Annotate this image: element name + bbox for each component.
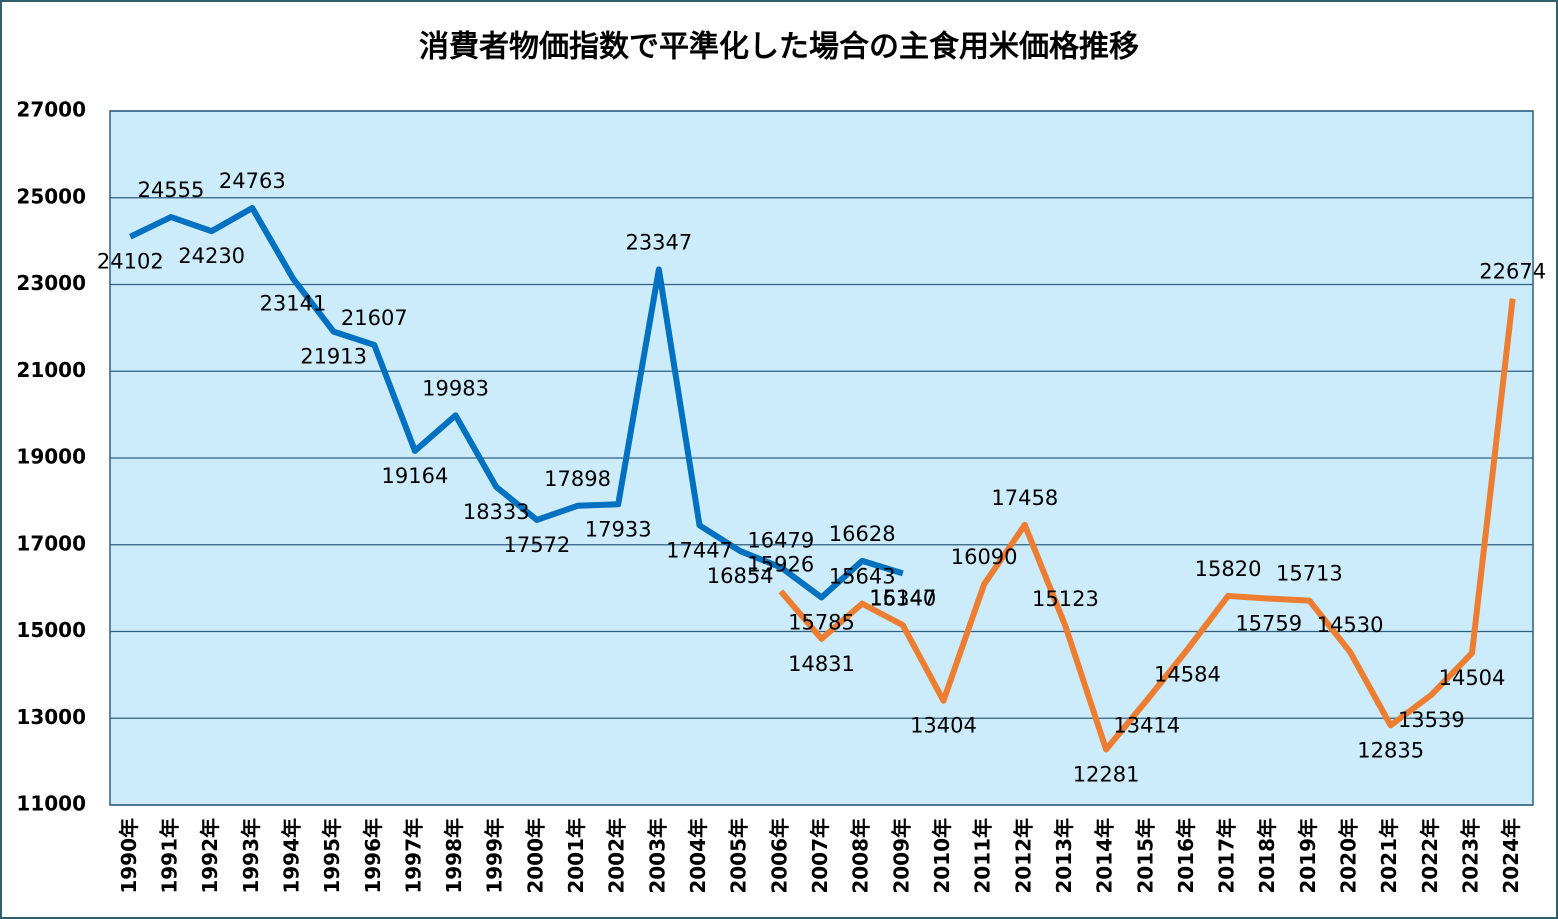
data-label: 24102 [97, 250, 164, 274]
line-series [778, 298, 1516, 753]
x-tick-label: 1997年 [401, 818, 425, 894]
x-tick-label: 1991年 [157, 818, 181, 894]
x-tick-label: 2002年 [605, 818, 629, 894]
x-tick-label: 2012年 [1011, 818, 1035, 894]
data-label: 21913 [300, 345, 367, 369]
data-label: 16340 [869, 586, 936, 610]
x-tick-label: 1992年 [198, 818, 222, 894]
data-label: 24230 [178, 244, 245, 268]
data-label: 17572 [503, 533, 570, 557]
x-tick-label: 2020年 [1337, 818, 1361, 894]
x-tick-label: 2009年 [889, 818, 913, 894]
x-tick-label: 2013年 [1052, 818, 1076, 894]
data-label: 14584 [1154, 663, 1221, 687]
x-tick-label: 2008年 [849, 818, 873, 894]
x-tick-label: 2023年 [1459, 818, 1483, 894]
x-tick-label: 1990年 [117, 818, 141, 894]
x-tick-label: 1999年 [483, 818, 507, 894]
data-label: 13539 [1398, 708, 1465, 732]
data-label: 21607 [341, 306, 408, 330]
x-tick-label: 2007年 [808, 818, 832, 894]
data-label: 15147 [869, 586, 936, 610]
data-label: 17898 [544, 467, 611, 491]
x-tick-label: 2019年 [1296, 818, 1320, 894]
data-label: 16479 [747, 528, 814, 552]
data-label: 18333 [463, 500, 530, 524]
x-tick-label: 2022年 [1418, 818, 1442, 894]
x-tick-label: 2021年 [1377, 818, 1401, 894]
data-label: 24763 [219, 169, 286, 193]
y-tick-label: 27000 [16, 98, 86, 122]
data-label: 14530 [1317, 613, 1384, 637]
x-tick-label: 2003年 [645, 818, 669, 894]
y-tick-label: 11000 [16, 792, 86, 816]
y-tick-label: 21000 [16, 358, 86, 382]
data-label: 24555 [138, 178, 205, 202]
y-tick-label: 13000 [16, 705, 86, 729]
data-label: 12835 [1357, 738, 1424, 762]
line-series [129, 205, 904, 601]
data-label: 14831 [788, 652, 855, 676]
chart-title: 消費者物価指数で平準化した場合の主食用米価格推移 [419, 30, 1139, 65]
x-tick-label: 2004年 [686, 818, 710, 894]
data-label: 23141 [260, 291, 327, 315]
data-label: 23347 [625, 230, 692, 254]
data-label: 17933 [585, 517, 652, 541]
x-tick-label: 2000年 [523, 818, 547, 894]
data-label: 15643 [829, 565, 896, 589]
data-label: 15759 [1235, 612, 1302, 636]
x-tick-label: 2015年 [1133, 818, 1157, 894]
x-tick-label: 1995年 [320, 818, 344, 894]
x-tick-label: 2017年 [1215, 818, 1239, 894]
x-tick-label: 1993年 [239, 818, 263, 894]
data-label: 13414 [1113, 713, 1180, 737]
data-label: 16854 [707, 564, 774, 588]
data-label: 15785 [788, 610, 855, 634]
x-tick-label: 2005年 [727, 818, 751, 894]
data-label: 17458 [991, 486, 1058, 510]
x-tick-label: 2010年 [930, 818, 954, 894]
x-tick-label: 2011年 [971, 818, 995, 894]
x-tick-label: 2006年 [767, 818, 791, 894]
data-label: 19983 [422, 376, 489, 400]
y-tick-label: 17000 [16, 531, 86, 555]
data-label: 16090 [951, 545, 1018, 569]
x-tick-label: 2014年 [1093, 818, 1117, 894]
y-tick-label: 23000 [16, 271, 86, 295]
x-tick-label: 2024年 [1499, 818, 1523, 894]
data-label: 13404 [910, 714, 977, 738]
data-label: 12281 [1073, 762, 1140, 786]
y-tick-label: 19000 [16, 445, 86, 469]
data-label: 15123 [1032, 587, 1099, 611]
y-tick-label: 25000 [16, 184, 86, 208]
data-label: 17447 [666, 538, 733, 562]
data-label: 16628 [829, 522, 896, 546]
x-tick-label: 2001年 [564, 818, 588, 894]
data-label: 22674 [1479, 260, 1546, 284]
data-label: 15713 [1276, 562, 1343, 586]
data-label: 15926 [747, 552, 814, 576]
data-label: 14504 [1439, 666, 1506, 690]
y-tick-label: 15000 [16, 618, 86, 642]
x-tick-label: 1998年 [442, 818, 466, 894]
x-tick-label: 1996年 [361, 818, 385, 894]
x-tick-label: 2018年 [1255, 818, 1279, 894]
x-tick-label: 1994年 [279, 818, 303, 894]
data-label: 19164 [382, 464, 449, 488]
x-tick-label: 2016年 [1174, 818, 1198, 894]
data-label: 15820 [1195, 557, 1262, 581]
